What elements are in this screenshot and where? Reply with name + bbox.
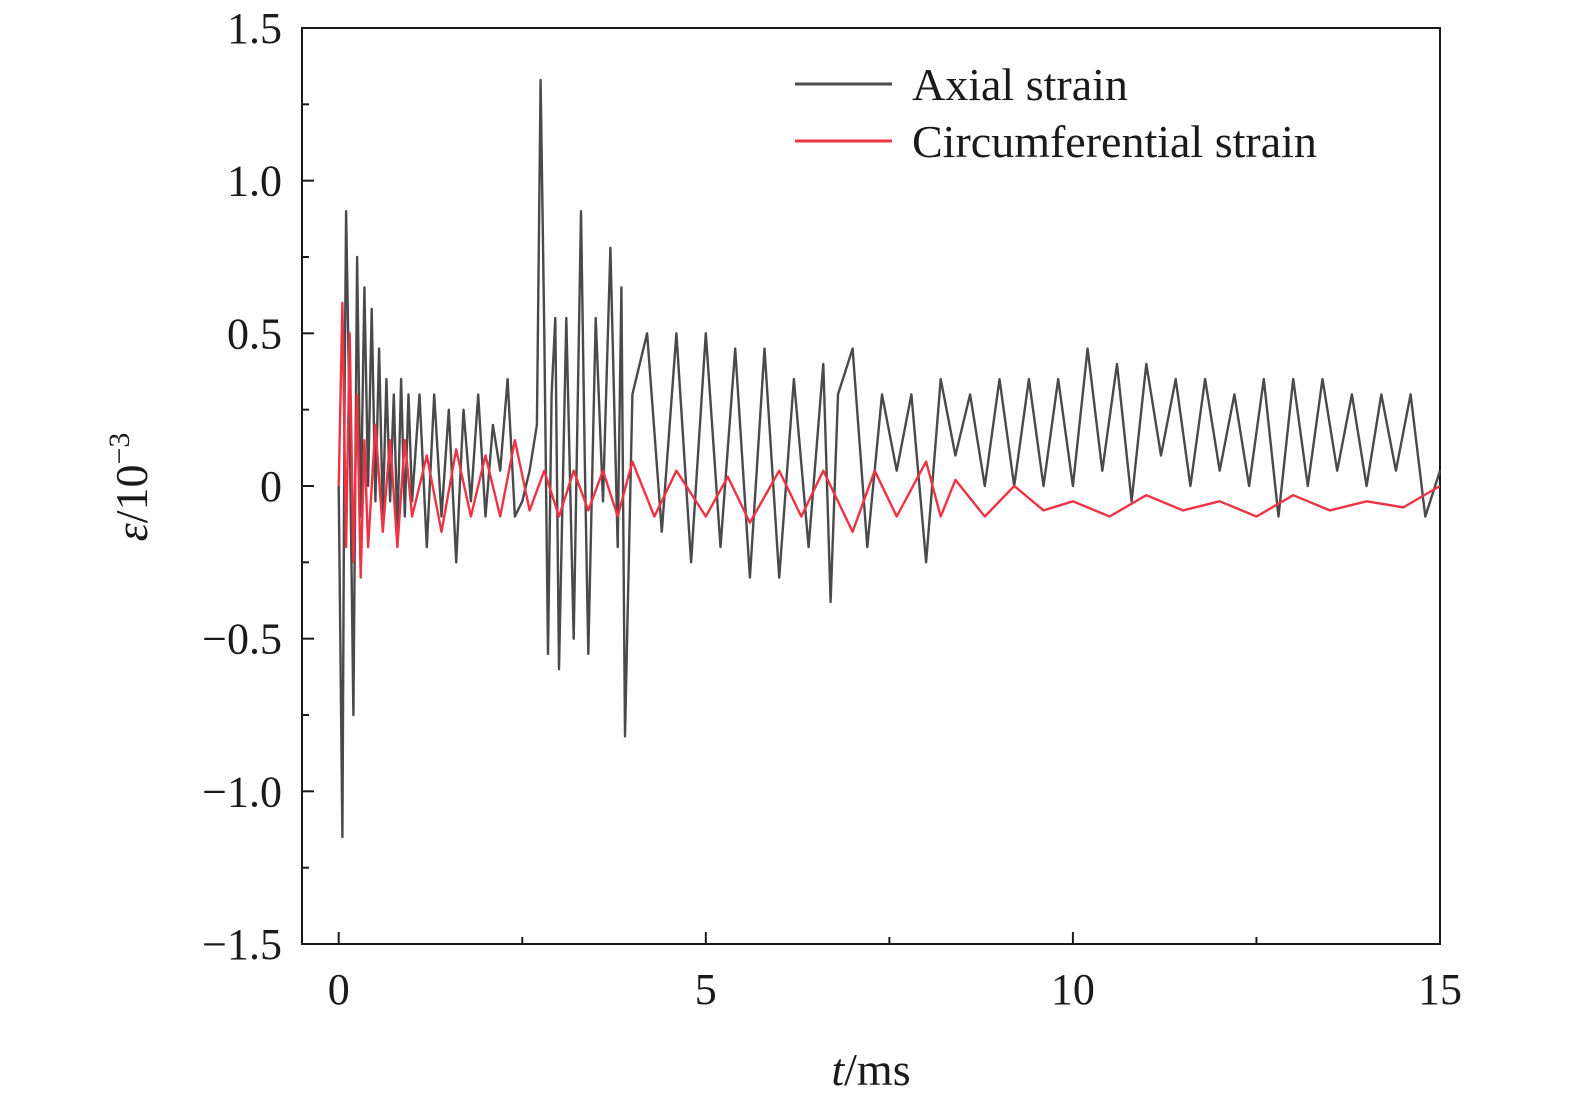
circumferential-strain-line (337, 301, 1441, 579)
y-tick-label: 0.5 (227, 309, 282, 358)
x-axis-title: t/ms (831, 1044, 910, 1095)
x-tick-label: 0 (328, 965, 350, 1014)
x-tick-label: 15 (1418, 965, 1462, 1014)
series-layer (337, 78, 1442, 839)
legend-label-circumferential: Circumferential strain (912, 116, 1317, 167)
x-tick-label: 5 (695, 965, 717, 1014)
legend-label-axial: Axial strain (912, 59, 1128, 110)
y-axis-title: ε/10−3 (103, 433, 157, 542)
y-tick-label: 1.0 (227, 157, 282, 206)
y-axis-ticks: −1.5 −1.0 −0.5 0 0.5 1.0 1.5 (202, 4, 314, 969)
y-tick-label: 0 (260, 462, 282, 511)
x-axis-ticks: 0 5 10 15 (328, 932, 1462, 1014)
x-tick-label: 10 (1051, 965, 1095, 1014)
y-tick-label: −1.0 (202, 767, 282, 816)
legend: Axial strain Circumferential strain (795, 59, 1317, 167)
axial-strain-line (337, 78, 1442, 839)
y-tick-label: −1.5 (202, 920, 282, 969)
y-tick-label: −0.5 (202, 615, 282, 664)
y-tick-label: 1.5 (227, 4, 282, 53)
